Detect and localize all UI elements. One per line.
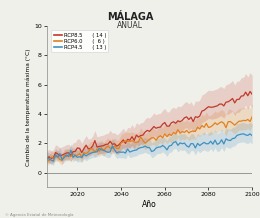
Text: ANUAL: ANUAL [117, 21, 143, 30]
Y-axis label: Cambio de la temperatura máxima (°C): Cambio de la temperatura máxima (°C) [26, 48, 31, 165]
X-axis label: Año: Año [142, 200, 157, 209]
Legend: RCP8.5      ( 14 ), RCP6.0      (  6 ), RCP4.5      ( 13 ): RCP8.5 ( 14 ), RCP6.0 ( 6 ), RCP4.5 ( 13… [51, 31, 108, 52]
Text: © Agencia Estatal de Meteorología: © Agencia Estatal de Meteorología [5, 213, 74, 217]
Text: MÁLAGA: MÁLAGA [107, 12, 153, 22]
